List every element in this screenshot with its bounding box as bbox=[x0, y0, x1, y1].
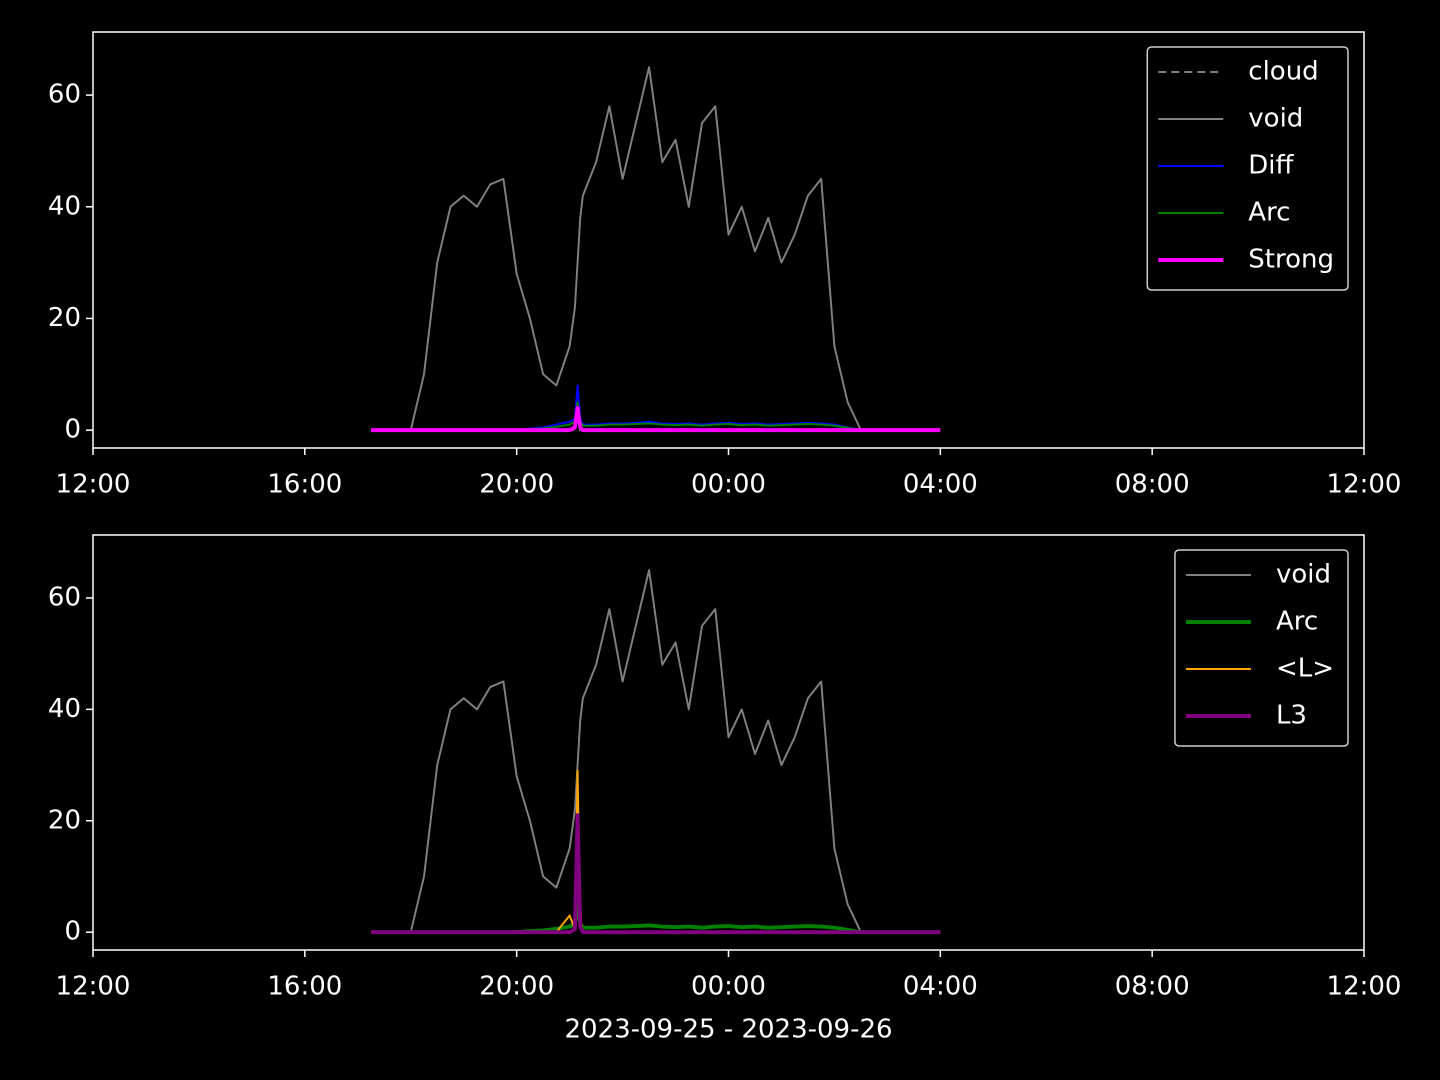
plot-area bbox=[371, 66, 941, 433]
data-line bbox=[371, 405, 941, 433]
legend-label: Strong bbox=[1248, 245, 1334, 275]
x-tick-label: 12:00 bbox=[56, 972, 131, 1002]
y-tick-label: 20 bbox=[48, 303, 81, 333]
axes-frame bbox=[92, 534, 1365, 951]
data-line bbox=[371, 813, 941, 935]
legend-frame bbox=[1174, 549, 1349, 747]
y-tick-label: 0 bbox=[64, 415, 81, 445]
x-tick-label: 12:00 bbox=[1327, 470, 1402, 500]
legend-label: void bbox=[1276, 560, 1331, 590]
x-tick-label: 08:00 bbox=[1115, 972, 1190, 1002]
data-line bbox=[371, 769, 941, 934]
legend-label: <L> bbox=[1276, 654, 1334, 684]
legend: cloud void Diff Arc Strong bbox=[1146, 46, 1349, 291]
x-tick-label: 20:00 bbox=[479, 470, 554, 500]
plot-area bbox=[371, 569, 941, 935]
legend-label: L3 bbox=[1276, 701, 1307, 731]
y-tick-label: 60 bbox=[48, 80, 81, 110]
legend-label: Diff bbox=[1248, 151, 1294, 181]
axes-frame bbox=[92, 31, 1365, 449]
legend: void Arc <L> L3 bbox=[1174, 549, 1349, 747]
x-tick-label: 12:00 bbox=[1327, 972, 1402, 1002]
legend-frame bbox=[1146, 46, 1349, 291]
x-tick-label: 00:00 bbox=[691, 470, 766, 500]
x-axis-label: 2023-09-25 - 2023-09-26 bbox=[564, 1015, 892, 1045]
y-tick-label: 40 bbox=[48, 694, 81, 724]
data-line bbox=[371, 66, 941, 432]
data-line bbox=[371, 569, 941, 934]
x-tick-label: 16:00 bbox=[267, 470, 342, 500]
x-tick-label: 08:00 bbox=[1115, 470, 1190, 500]
legend-label: cloud bbox=[1248, 57, 1318, 87]
x-tick-label: 00:00 bbox=[691, 972, 766, 1002]
y-tick-label: 20 bbox=[48, 805, 81, 835]
x-tick-label: 12:00 bbox=[56, 470, 131, 500]
x-tick-label: 20:00 bbox=[479, 972, 554, 1002]
x-tick-label: 16:00 bbox=[267, 972, 342, 1002]
y-tick-label: 40 bbox=[48, 191, 81, 221]
legend-label: Arc bbox=[1276, 607, 1318, 637]
y-tick-label: 60 bbox=[48, 582, 81, 612]
x-tick-label: 04:00 bbox=[903, 470, 978, 500]
y-tick-label: 0 bbox=[64, 917, 81, 947]
legend-label: Arc bbox=[1248, 198, 1290, 228]
x-tick-label: 04:00 bbox=[903, 972, 978, 1002]
legend-label: void bbox=[1248, 104, 1303, 134]
